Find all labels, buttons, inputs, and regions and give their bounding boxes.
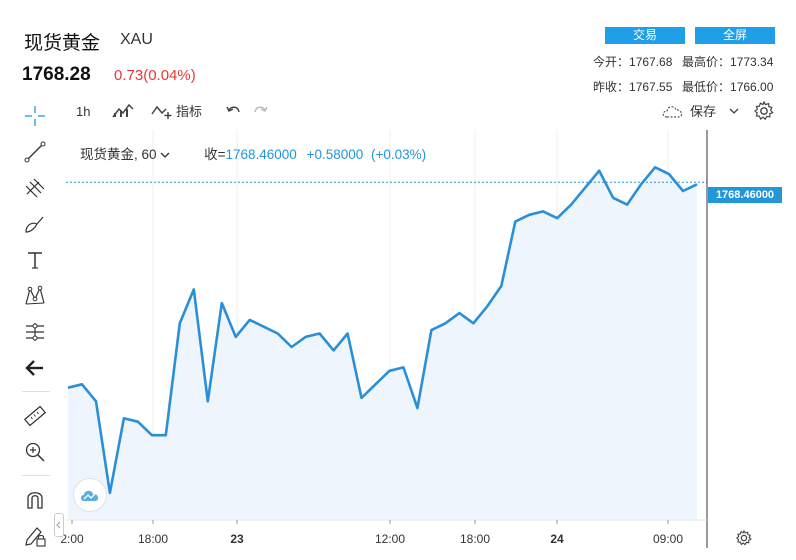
save-label: 保存 [690,104,717,119]
redo-icon [254,106,268,113]
toolbar-collapse-handle[interactable] [54,513,64,537]
price-line [67,166,698,495]
legend-change: +0.58000 [306,147,364,162]
redo-button[interactable] [253,103,269,124]
text-icon [28,252,42,269]
trend-line-icon [24,141,46,163]
legend-close-value: 1768.46000 [225,147,297,162]
stat-open: 今开：1767.68 [593,53,672,70]
chevron-left-icon [56,521,61,529]
gear-icon [735,529,752,546]
projection-icon [26,323,44,341]
toolbar-divider [22,391,50,392]
last-price-tag: 1768.46000 [708,187,782,203]
arrow-left-icon [25,360,43,376]
stat-low-value: 1766.00 [730,80,774,94]
fib-tool[interactable] [22,175,48,201]
undo-icon [226,106,240,113]
stat-low-label: 最低价： [682,80,731,94]
ruler-icon [23,405,47,427]
instrument-symbol: XAU [120,31,153,48]
crosshair-tool[interactable] [22,103,48,129]
pattern-tool[interactable] [22,283,48,309]
zoom-tool[interactable] [22,439,48,465]
x-tick-label: 18:00 [138,532,168,546]
x-tick-label: 18:00 [460,532,490,546]
gear-icon [754,100,774,121]
fullscreen-button[interactable]: 全屏 [695,27,775,44]
fib-icon [25,178,45,198]
lock-drawings-tool[interactable] [22,523,48,549]
interval-selector[interactable]: 1h [76,104,91,119]
pattern-icon [25,285,45,305]
magnet-tool[interactable] [22,487,48,513]
logo-button[interactable] [73,478,107,512]
price-area [68,167,697,521]
zoom-in-icon [25,442,45,462]
magnet-icon [27,492,43,509]
stat-prev-close: 昨收：1767.55 [593,78,672,95]
chart-legend: 现货黄金, 60 收=1768.46000 +0.58000 (+0.03%) [80,147,427,162]
indicators-label: 指标 [176,104,203,119]
x-tick-label: 12:00 [375,532,405,546]
stat-prev-close-label: 昨收： [593,80,630,94]
crosshair-icon [25,106,45,126]
ruler-tool[interactable] [22,403,48,429]
current-price: 1768.28 [22,64,91,85]
indicators-button[interactable]: 指标 [150,101,202,120]
brush-tool[interactable] [22,211,48,237]
stat-open-value: 1767.68 [629,55,673,69]
x-tick-label: 23 [230,532,244,546]
axis-settings-button[interactable] [735,529,753,552]
stat-open-label: 今开： [593,55,630,69]
candles-icon [112,103,134,118]
instrument-title: 现货黄金 [24,33,101,54]
x-tick-label: 2:00 [60,532,84,546]
stat-high: 最高价：1773.34 [682,53,773,70]
stat-prev-close-value: 1767.55 [629,80,673,94]
trend-line-tool[interactable] [22,139,48,165]
undo-button[interactable] [225,103,241,124]
stat-high-label: 最高价： [682,55,731,69]
lock-draw-icon [25,527,46,547]
chevron-down-icon[interactable] [160,151,170,159]
settings-button[interactable] [753,100,775,127]
text-tool[interactable] [22,247,48,273]
x-tick-label: 24 [550,532,564,546]
x-tick-label: 09:00 [653,532,683,546]
trade-button[interactable]: 交易 [605,27,685,44]
hide-toolbar-button[interactable] [22,355,48,381]
toolbar-divider [22,475,50,476]
cloud-chart-icon [81,490,99,501]
price-change: 0.73(0.04%) [114,67,196,84]
indicator-icon [151,105,172,119]
legend-change-pct: (+0.03%) [371,147,427,162]
save-button[interactable]: 保存 [661,101,740,120]
legend-name: 现货黄金 [80,147,134,162]
chevron-down-icon [729,108,739,114]
stat-low: 最低价：1766.00 [682,78,773,95]
legend-period[interactable]: 60 [141,147,157,162]
brush-icon [25,216,44,233]
projection-tool[interactable] [22,319,48,345]
stat-high-value: 1773.34 [730,55,774,69]
cloud-icon [662,105,683,118]
legend-close-label: 收= [204,147,226,162]
chart-style-button[interactable] [111,101,135,124]
